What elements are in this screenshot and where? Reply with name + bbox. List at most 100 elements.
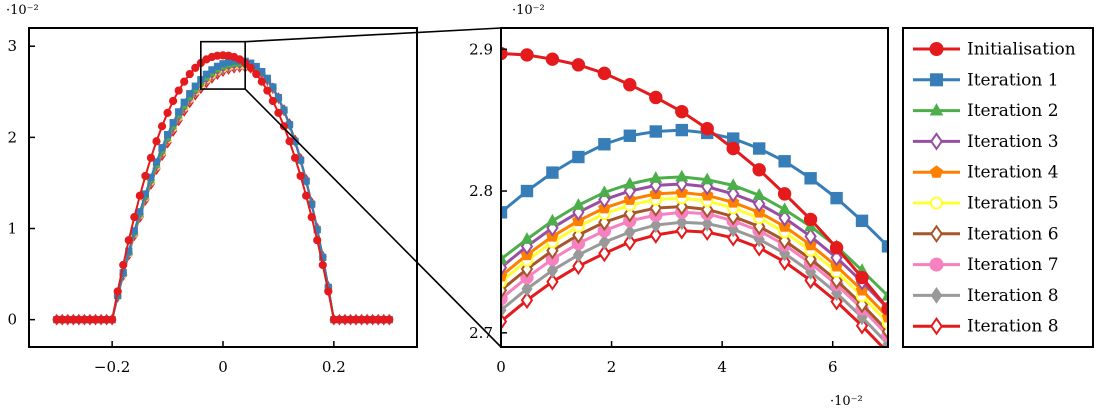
overview-series-point [285, 121, 294, 129]
overview-series-5 [52, 60, 394, 324]
zoom-series-point [623, 129, 637, 142]
zoom-connector-top [245, 27, 502, 43]
overview-series-point [186, 90, 194, 98]
overview-series-point [119, 269, 127, 277]
zoom-series-point [624, 224, 636, 241]
overview-series-point [124, 236, 133, 245]
overview-series-point [191, 63, 200, 72]
legend-swatch-marker [929, 103, 944, 116]
zoom-series-point [777, 187, 792, 201]
zoom-series-point [597, 66, 612, 81]
zoom-series-point [830, 271, 843, 290]
zoom-series-point [778, 253, 791, 271]
zoom-series-point [597, 185, 611, 198]
zoom-series-line [501, 128, 888, 248]
zoom-y-tick-label: 2.7 [469, 324, 493, 342]
zoom-series-point [676, 214, 688, 231]
zoom-series-line [501, 229, 885, 347]
overview-y-scale-label: ·10⁻² [6, 3, 39, 18]
overview-series-point [318, 260, 327, 270]
zoom-series-point [520, 184, 534, 198]
zoom-series-point [752, 163, 766, 177]
legend-entry: Iteration 3 [913, 132, 1059, 152]
legend: Initialisation Iteration 1 Iteration 2 Iter… [902, 27, 1094, 348]
zoom-ticks: 0 2 4 6 2.7 2.8 2.9 [469, 40, 837, 376]
zoom-series-line [501, 196, 888, 324]
zoom-series-point [700, 121, 714, 136]
overview-series-point [319, 253, 327, 261]
overview-series-point [213, 62, 222, 70]
legend-label: Iteration 3 [967, 132, 1059, 152]
zoom-series-8 [501, 214, 888, 347]
legend-label: Iteration 8 [967, 286, 1059, 306]
zoom-series-point [701, 215, 713, 232]
overview-series-point [290, 153, 300, 162]
overview-series-point [269, 83, 277, 91]
zoom-series-point [804, 172, 817, 185]
legend-entry: Iteration 8 [913, 286, 1059, 306]
zoom-series-point [521, 280, 533, 297]
overview-plot-area [52, 51, 394, 326]
overview-series-point [135, 191, 144, 200]
overview-series-point [280, 106, 288, 114]
overview-series-point [224, 58, 233, 66]
overview-ticks: −0.2 0 0.2 0 1 2 3 [7, 37, 345, 376]
zoom-chart: 0 2 4 6 2.7 2.8 2.9 ·10⁻² ·10⁻² [469, 3, 889, 409]
legend-entry: Initialisation [913, 40, 1076, 60]
zoom-series-point [675, 123, 688, 137]
overview-series-point [141, 171, 150, 181]
zoom-series-point [726, 178, 740, 191]
zoom-x-tick-label: 2 [607, 358, 617, 376]
zoom-x-tick-label: 0 [496, 358, 506, 376]
zoom-series-point [778, 202, 792, 215]
overview-series-point [247, 59, 255, 67]
zoom-series-1 [501, 123, 888, 253]
zoom-series-point [501, 302, 507, 319]
overview-series-point [130, 213, 139, 222]
zoom-series-point [778, 209, 791, 227]
legend-swatch-marker [930, 316, 943, 336]
zoom-series-point [546, 272, 559, 291]
zoom-series-point [726, 141, 740, 156]
zoom-series-point [881, 288, 888, 301]
zoom-series-point [855, 316, 869, 335]
zoom-series-point [501, 312, 508, 331]
legend-label: Iteration 4 [967, 163, 1059, 183]
overview-series-point [279, 122, 289, 131]
overview-series-point [258, 67, 266, 76]
overview-series-point [302, 177, 310, 185]
overview-series-point [257, 77, 266, 86]
overview-series-line [56, 54, 390, 321]
zoom-series-point [752, 142, 766, 155]
overview-series-point [219, 60, 227, 68]
legend-label: Iteration 2 [967, 101, 1059, 121]
zoom-box [200, 40, 246, 90]
overview-series-line [56, 65, 390, 321]
overview-x-tick-label: 0 [218, 358, 228, 376]
overview-series-point [141, 190, 149, 198]
zoom-series-line [501, 175, 888, 298]
zoom-series-point [829, 241, 844, 255]
zoom-series-point [804, 227, 817, 246]
overview-series-point [180, 98, 188, 106]
overview-series-point [169, 119, 177, 127]
overview-x-tick-label: −0.2 [94, 358, 130, 376]
zoom-series-point [520, 291, 534, 310]
overview-series-point [125, 247, 133, 255]
legend-label: Iteration 7 [967, 255, 1059, 275]
zoom-series-line [501, 52, 888, 310]
overview-series-point [163, 130, 172, 139]
overview-series-point [274, 93, 283, 102]
overview-series-0 [52, 51, 394, 324]
overview-series-point [246, 63, 255, 72]
overview-series-point [296, 171, 305, 181]
zoom-series-point [830, 248, 843, 267]
zoom-series-line [501, 205, 888, 333]
overview-series-point [268, 96, 277, 106]
zoom-series-point [701, 223, 714, 242]
zoom-series-point [727, 132, 740, 145]
legend-label: Iteration 6 [967, 224, 1059, 244]
overview-series-6 [53, 60, 393, 325]
zoom-series-point [830, 191, 843, 205]
